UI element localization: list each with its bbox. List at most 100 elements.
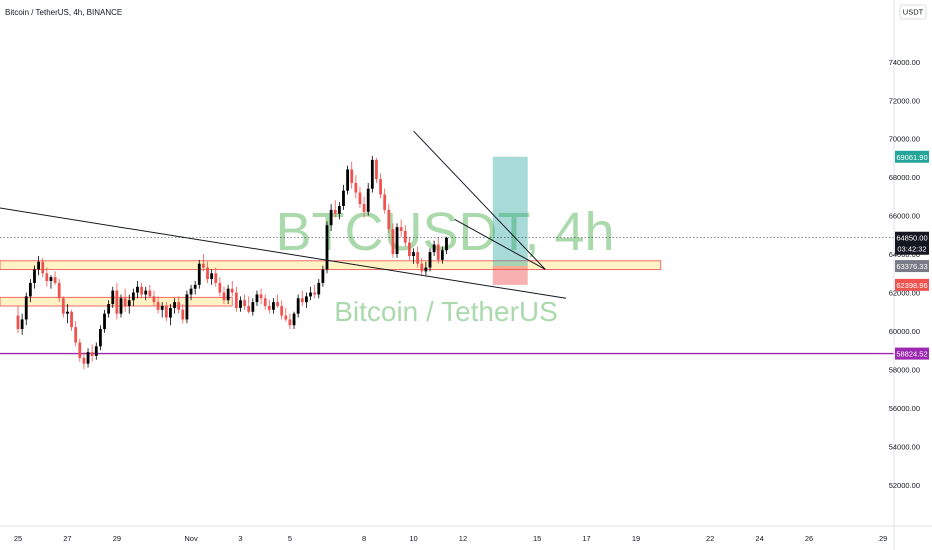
price-badge-bg (895, 150, 929, 163)
candle (296, 294, 300, 318)
candle-body (337, 206, 341, 214)
candle-body (148, 290, 152, 297)
candle-body (193, 284, 197, 289)
candle-body (399, 227, 403, 232)
candle (160, 302, 164, 318)
candle (379, 173, 382, 199)
candle (197, 259, 201, 289)
candle-body (86, 352, 90, 364)
candle-body (119, 298, 123, 314)
candle-body (395, 227, 399, 255)
candle (206, 261, 209, 283)
candle (321, 265, 325, 287)
candle-body (239, 300, 242, 308)
currency-button[interactable]: USDT (899, 4, 927, 20)
candle-body (329, 209, 333, 226)
time-tick-label: 19 (632, 534, 640, 543)
candle (144, 286, 148, 301)
candle-body (181, 309, 185, 320)
target-zone (492, 156, 528, 267)
candle (329, 204, 333, 232)
price-scale[interactable]: 52000.00 54000.00 56000.00 58000.00 60000.00… (889, 58, 920, 490)
price-tick-label: 70000.00 (889, 135, 920, 144)
candle-body (214, 273, 218, 283)
time-tick-label: 15 (533, 534, 541, 543)
candle-body (127, 300, 131, 306)
candle-body (115, 290, 119, 314)
price-tick-label: 58000.00 (889, 365, 920, 374)
candle-body (370, 159, 374, 189)
candle-body (424, 267, 428, 272)
stop-zone (492, 266, 528, 285)
candle-body (255, 294, 259, 303)
price-badge-text: 58824.52 (896, 350, 927, 359)
candle-body (90, 352, 94, 356)
candle-body (247, 305, 251, 312)
candle (432, 240, 436, 257)
time-scale[interactable]: 25 27 29 Nov 3 5 8 10 12 15 17 19 22 24 26 29 (14, 534, 888, 543)
candle (267, 300, 271, 314)
candle-body (292, 313, 296, 326)
candle (399, 219, 403, 237)
price-badge-bg (895, 260, 929, 273)
candle (202, 254, 205, 272)
candle (119, 294, 123, 318)
candle (243, 294, 246, 310)
price-badge: 62398.96 (895, 278, 929, 291)
time-tick-label: 22 (706, 534, 714, 543)
candle (350, 161, 354, 189)
candle (28, 279, 32, 303)
price-tick-label: 72000.00 (889, 96, 920, 105)
candle (288, 313, 292, 330)
time-tick-label: 17 (582, 534, 590, 543)
candle-body (296, 298, 300, 314)
candle (317, 279, 321, 299)
price-tick-label: 74000.00 (889, 58, 920, 67)
time-tick-label: 27 (63, 534, 71, 543)
price-tick-label: 66000.00 (889, 212, 920, 221)
candle-body (263, 298, 267, 306)
candle-body (342, 190, 345, 207)
price-badge-bg (895, 347, 929, 360)
candle-body (111, 290, 115, 305)
candle-body (210, 273, 214, 280)
candle (370, 156, 374, 193)
candle (259, 288, 263, 305)
time-tick-label: 10 (409, 534, 417, 543)
time-tick-label: Nov (184, 534, 198, 543)
resistance-zones[interactable] (0, 260, 662, 307)
candlestick-series[interactable] (16, 156, 448, 370)
candle (366, 182, 370, 216)
candle (309, 286, 312, 301)
time-tick-label: 29 (879, 534, 887, 543)
candle-body (362, 204, 366, 212)
candle (131, 288, 135, 306)
candle (362, 196, 366, 218)
time-tick-label: 8 (362, 534, 366, 543)
candle-body (366, 188, 370, 212)
candle-body (20, 319, 24, 330)
candle-body (412, 252, 415, 257)
candle-body (140, 286, 143, 295)
candle (234, 286, 238, 312)
candle-body (272, 302, 275, 310)
long-position-tool[interactable] (492, 156, 528, 285)
candle (78, 338, 82, 362)
candle-body (420, 263, 424, 272)
trendlines[interactable] (0, 130, 567, 299)
candle-body (177, 302, 181, 310)
candle (395, 223, 399, 258)
price-tick-label: 56000.00 (889, 404, 920, 413)
candle-body (309, 292, 312, 297)
candle (86, 348, 90, 368)
candle-body (197, 263, 201, 285)
candle-body (222, 292, 226, 301)
candle (333, 200, 337, 218)
candle (305, 292, 308, 308)
candle (391, 223, 395, 258)
trendline (454, 219, 546, 270)
candle (57, 279, 61, 303)
candle-body (206, 267, 209, 280)
candle-body (57, 282, 61, 299)
